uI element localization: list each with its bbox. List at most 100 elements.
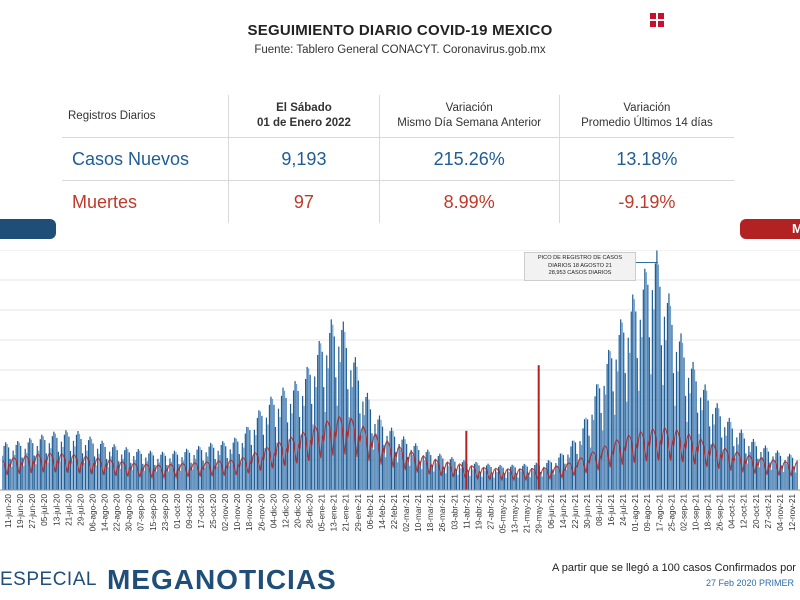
- cases-bar: [621, 322, 623, 490]
- cases-bar: [289, 403, 292, 490]
- x-tick-label: 01-oct-20: [173, 494, 182, 529]
- x-tick-label: 18-nov-20: [245, 494, 254, 531]
- cases-bar: [482, 468, 485, 490]
- cases-bar: [27, 442, 29, 490]
- cases-bar: [510, 466, 512, 490]
- cases-bar: [790, 455, 792, 490]
- cases-bar: [549, 460, 551, 490]
- cases-bar: [706, 390, 708, 490]
- x-tick-label: 11-abr-21: [462, 494, 471, 529]
- cases-bar: [333, 336, 335, 490]
- cases-bar: [398, 443, 400, 490]
- cases-bar: [597, 384, 599, 490]
- cases-bar: [401, 439, 403, 490]
- cases-bar: [728, 417, 730, 490]
- cases-bar: [660, 345, 663, 490]
- cases-bar: [454, 461, 456, 490]
- cases-bar: [794, 472, 797, 490]
- cases-bar: [633, 299, 635, 490]
- x-tick-label: 02-sep-21: [679, 494, 688, 531]
- cases-bar: [317, 355, 319, 490]
- cases-bar: [264, 448, 266, 490]
- cases-bar: [592, 420, 595, 490]
- cases-bar: [651, 290, 653, 490]
- x-tick-label: 27-jun-20: [28, 494, 37, 529]
- x-tick-label: 10-sep-21: [691, 494, 700, 531]
- cases-bar: [550, 462, 552, 490]
- cases-bar: [252, 455, 254, 490]
- cases-bar: [258, 410, 260, 490]
- x-tick-label: 29-jul-20: [76, 494, 85, 526]
- cases-bar: [35, 464, 37, 490]
- cases-bar: [377, 419, 379, 490]
- cases-bar: [170, 461, 173, 490]
- cases-bar: [72, 440, 75, 490]
- cases-bar: [410, 449, 412, 490]
- cases-bar: [734, 458, 736, 490]
- cases-bar: [573, 440, 575, 490]
- cases-bar: [517, 477, 519, 490]
- cases-bar: [20, 445, 22, 490]
- cases-bar: [69, 451, 72, 490]
- stats-header-week-variation: Variación Mismo Día Semana Anterior: [378, 95, 559, 137]
- cases-bar: [320, 343, 322, 490]
- cases-bar: [645, 272, 647, 490]
- cases-bar: [532, 470, 534, 490]
- cases-bar: [93, 456, 96, 490]
- cases-bar: [553, 474, 555, 490]
- cases-bar: [321, 351, 323, 490]
- cases-bar: [630, 311, 632, 490]
- cases-bar: [182, 460, 185, 490]
- cases-bar: [525, 464, 527, 490]
- cases-bar: [261, 415, 263, 490]
- cases-bar: [624, 373, 626, 490]
- cases-bar: [318, 340, 320, 490]
- cases-bar: [241, 443, 243, 490]
- cases-bar: [366, 392, 369, 490]
- cases-bar: [718, 408, 720, 490]
- cases-bar: [222, 441, 224, 490]
- cases-bar: [60, 441, 63, 490]
- cases-bar: [710, 443, 712, 490]
- cases-bar: [115, 446, 117, 490]
- cases-bar: [124, 450, 126, 490]
- cases-bar: [238, 454, 240, 490]
- cases-bar: [761, 456, 764, 490]
- cases-bar: [407, 456, 409, 490]
- cases-bar: [690, 368, 693, 490]
- cases-bar: [602, 430, 604, 490]
- cases-bar: [497, 466, 500, 490]
- cases-bar: [475, 461, 477, 490]
- cases-bar: [654, 263, 656, 490]
- x-tick-label: 26-sep-21: [716, 494, 725, 531]
- cases-bar: [107, 467, 109, 490]
- cases-bar: [725, 435, 727, 490]
- stats-header-14d-variation: Variación Promedio Últimos 14 días: [558, 95, 734, 137]
- cases-bar: [277, 408, 280, 490]
- x-tick-label: 09-oct-20: [185, 494, 194, 529]
- x-tick-label: 29-may-21: [535, 494, 544, 534]
- cases-bar: [782, 472, 785, 490]
- cases-label: Casos Nuevos: [72, 148, 190, 169]
- x-tick-label: 13-may-21: [511, 494, 520, 534]
- cases-bar: [599, 388, 601, 490]
- cases-bar: [342, 321, 344, 490]
- cases-bar: [484, 470, 486, 490]
- peak-annotation: PICO DE REGISTRO DE CASOS DIARIOS 18 AGO…: [524, 252, 636, 281]
- cases-bar: [561, 453, 563, 490]
- cases-bar: [197, 445, 200, 490]
- x-tick-label: 07-sep-20: [137, 494, 146, 531]
- cases-bar: [680, 333, 682, 490]
- cases-bar: [473, 463, 476, 490]
- annotation-line: DIARIOS 18 AGOSTO 21: [548, 262, 612, 269]
- cases-bar: [217, 450, 219, 490]
- cases-bar: [190, 462, 192, 490]
- cases-bar: [663, 316, 666, 490]
- cases-bar: [330, 319, 332, 490]
- cases-bar: [59, 461, 61, 490]
- cases-bar: [15, 444, 17, 490]
- cases-bar: [98, 453, 100, 490]
- cases-bar: [228, 466, 230, 490]
- cases-bar: [166, 465, 168, 490]
- cases-bar: [713, 424, 715, 490]
